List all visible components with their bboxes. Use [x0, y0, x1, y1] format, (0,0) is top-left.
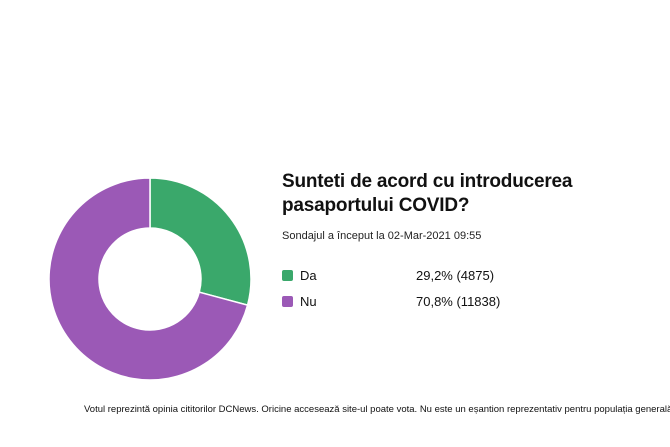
- poll-start-date: Sondajul a început la 02-Mar-2021 09:55: [282, 230, 482, 242]
- poll-footnote: Votul reprezintă opinia cititorilor DCNe…: [84, 404, 670, 415]
- poll-legend: Da 29,2% (4875) Nu 70,8% (11838): [282, 268, 652, 320]
- legend-item-nu: Nu 70,8% (11838): [282, 294, 652, 320]
- legend-swatch-da: [282, 270, 293, 281]
- legend-value-nu: 70,8% (11838): [416, 294, 501, 309]
- legend-value-da: 29,2% (4875): [416, 268, 495, 283]
- legend-item-da: Da 29,2% (4875): [282, 268, 652, 294]
- donut-slice-da: [149, 177, 252, 307]
- poll-donut-chart: [48, 177, 252, 381]
- poll-panel: Sunteti de acord cu introducerea pasapor…: [282, 170, 652, 320]
- donut-svg: [48, 177, 252, 381]
- legend-label-nu: Nu: [300, 294, 317, 309]
- legend-swatch-nu: [282, 296, 293, 307]
- poll-title: Sunteti de acord cu introducerea pasapor…: [282, 171, 573, 216]
- legend-label-da: Da: [300, 268, 317, 283]
- donut-slice-nu: [48, 177, 249, 381]
